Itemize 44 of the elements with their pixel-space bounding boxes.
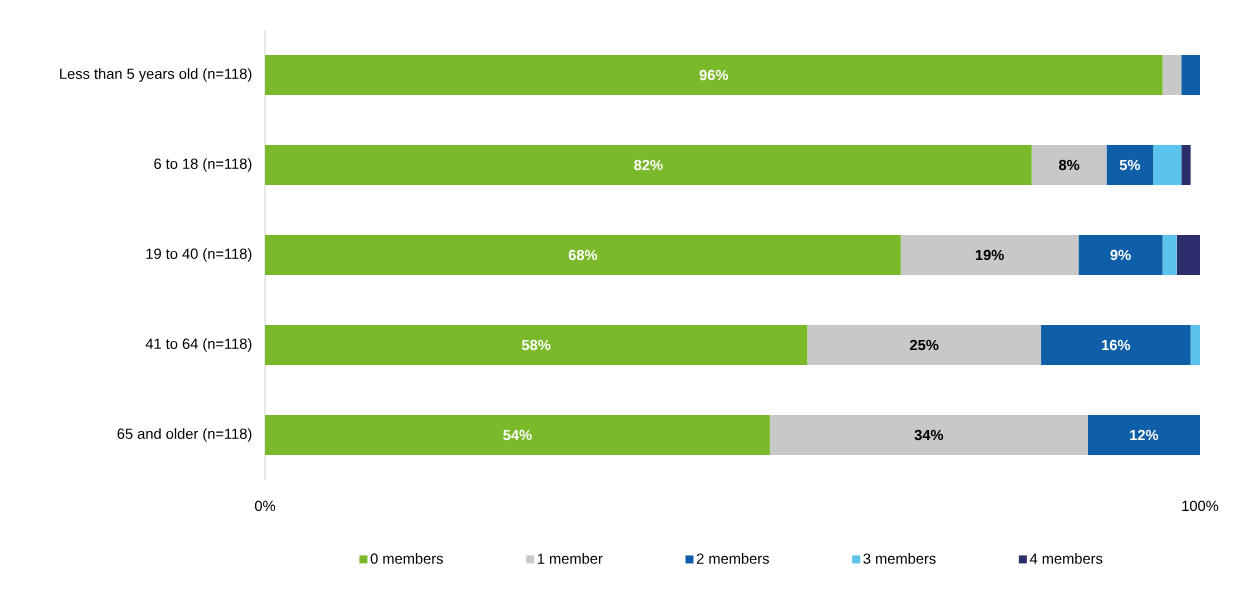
bar bbox=[265, 325, 808, 365]
bar bbox=[1162, 55, 1182, 95]
bar bbox=[1106, 145, 1154, 185]
y-tick-label: 41 to 64 (n=118) bbox=[145, 338, 252, 352]
bar bbox=[1181, 145, 1191, 185]
data-label: 54% bbox=[503, 429, 532, 441]
x-tick-label: 100% bbox=[1182, 500, 1219, 512]
bar bbox=[1181, 55, 1200, 95]
data-label: 82% bbox=[634, 159, 663, 171]
y-tick-label: 65 and older (n=118) bbox=[117, 428, 252, 442]
bar bbox=[265, 55, 1163, 95]
bar bbox=[265, 235, 901, 275]
bar bbox=[1078, 235, 1163, 275]
bar bbox=[1031, 145, 1107, 185]
legend-label: 4 members bbox=[1029, 553, 1103, 564]
data-label: 58% bbox=[521, 339, 551, 351]
legend-label: 3 members bbox=[863, 553, 936, 564]
data-label: 68% bbox=[568, 249, 598, 261]
y-tick-label: 6 to 18 (n=118) bbox=[154, 158, 252, 172]
data-label: 9% bbox=[1110, 249, 1131, 261]
bar bbox=[807, 325, 1042, 365]
bar bbox=[1176, 235, 1200, 275]
bar bbox=[1087, 414, 1200, 455]
data-label: 16% bbox=[1102, 339, 1131, 351]
bar bbox=[1041, 325, 1191, 365]
data-label: 12% bbox=[1130, 429, 1159, 441]
bar bbox=[1153, 145, 1182, 185]
data-label: 19% bbox=[975, 249, 1004, 261]
x-tick-label: 0% bbox=[254, 500, 276, 512]
data-label: 25% bbox=[910, 339, 939, 351]
bar bbox=[769, 414, 1088, 455]
y-tick-label: 19 to 40 (n=118) bbox=[146, 248, 252, 262]
legend-label: 2 members bbox=[696, 553, 769, 564]
data-label: 5% bbox=[1119, 159, 1141, 171]
data-label: 34% bbox=[914, 429, 944, 441]
bar bbox=[265, 414, 770, 455]
data-label: 8% bbox=[1058, 159, 1080, 171]
bar bbox=[1162, 235, 1177, 275]
y-tick-label: Less than 5 years old (n=118) bbox=[60, 68, 252, 82]
bar bbox=[265, 145, 1032, 185]
bar bbox=[900, 235, 1079, 275]
data-label: 96% bbox=[699, 69, 729, 81]
legend-label: 0 members bbox=[370, 553, 443, 564]
legend-label: 1 member bbox=[537, 553, 603, 564]
